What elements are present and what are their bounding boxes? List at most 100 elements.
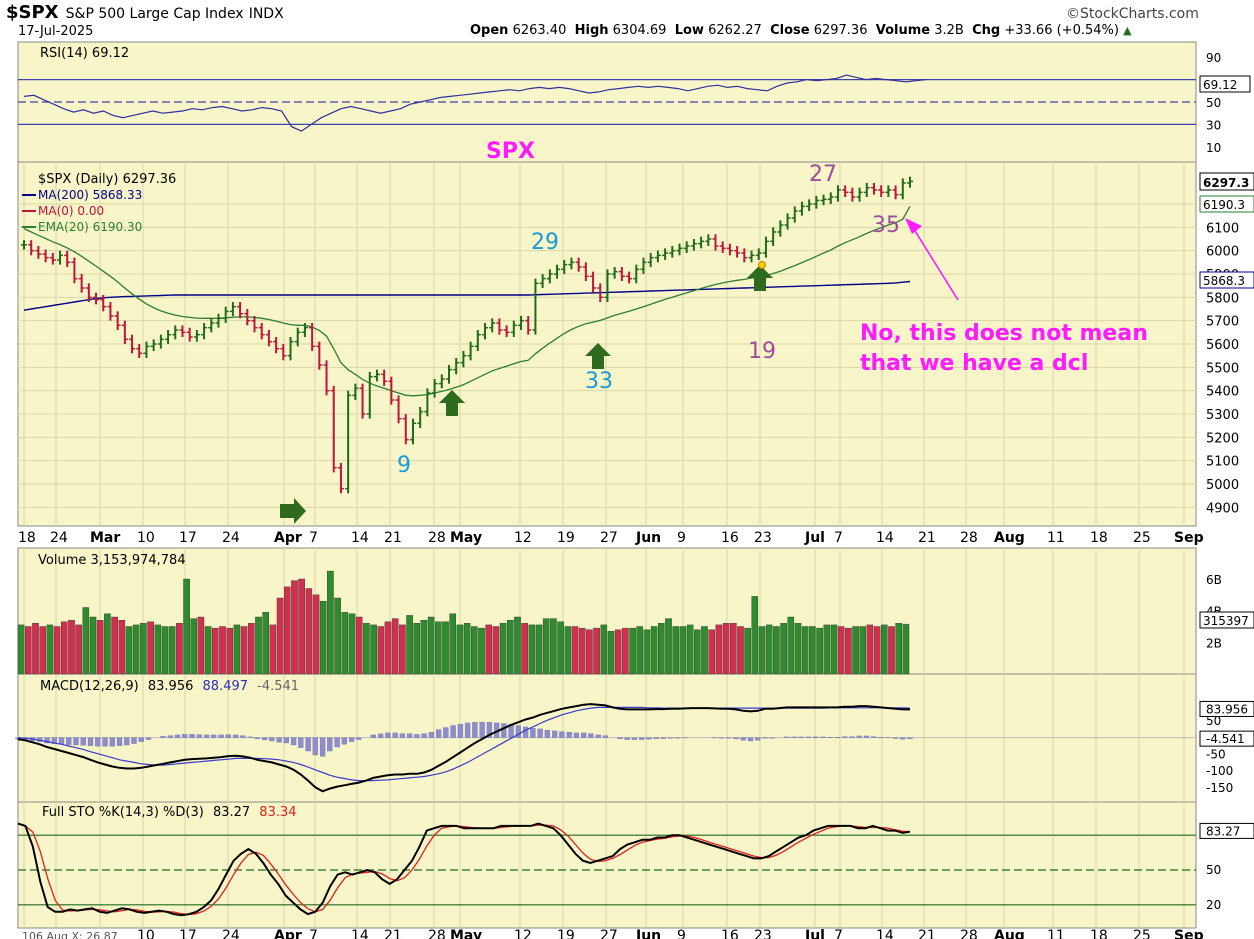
x-tick-label: 18 [1090, 530, 1108, 546]
volume-bar [873, 626, 881, 675]
volume-bar [542, 618, 550, 675]
volume-bar [823, 624, 831, 675]
stochastic-legend: Full STO %K(14,3) %D(3) 83.27 83.34 [42, 805, 297, 820]
volume-bar [183, 578, 190, 675]
brand-logo: ©StockCharts.com [1066, 6, 1199, 22]
volume-bar [449, 613, 457, 675]
volume-bar [435, 621, 442, 675]
macd-histogram-bar [602, 735, 609, 738]
bottom-x-tick-label: May [450, 928, 482, 939]
volume-bar [442, 621, 449, 675]
macd-histogram-bar [370, 734, 376, 738]
volume-bar [701, 626, 708, 675]
high-label: High [574, 23, 609, 38]
macd-plot [15, 703, 913, 793]
yellow-marker-dot [758, 261, 766, 269]
volume-bar [125, 626, 133, 675]
volume-bar [53, 626, 61, 675]
macd-y-tick: -150 [1206, 781, 1233, 795]
label-29: 29 [531, 230, 559, 255]
macd-histogram-bar [399, 733, 406, 738]
macd-histogram-bar [791, 736, 797, 738]
volume-bar [744, 627, 751, 675]
volume-bar [694, 629, 701, 675]
volume-bar [787, 616, 795, 675]
volume-bar [535, 624, 543, 675]
volume-bar [485, 624, 493, 675]
macd-histogram-bar [515, 725, 522, 738]
spx-annotation: SPX [486, 139, 535, 164]
price-series-label: $SPX (Daily) 6297.36 [38, 172, 176, 187]
volume-bar [665, 618, 672, 675]
volume-bar [586, 629, 593, 675]
up-arrow-icon: ▲ [1123, 24, 1132, 37]
sto-y-tick: 50 [1206, 863, 1221, 877]
macd-signal-legend-value: 88.497 [203, 679, 249, 694]
low-label: Low [674, 23, 704, 38]
volume-bar [881, 624, 888, 675]
macd-histogram-bar [544, 730, 551, 738]
macd-legend: MACD(12,26,9) 83.956 88.497 -4.541 [40, 679, 299, 694]
volume-bar [247, 623, 255, 675]
x-tick-label: 7 [834, 530, 843, 546]
volume-bar [751, 596, 759, 675]
macd-histogram-bar [189, 734, 195, 738]
volume-bar [104, 613, 111, 675]
price-y-tick: 5100 [1206, 455, 1239, 470]
open-value: 6263.40 [512, 23, 567, 38]
macd-histogram-bar [218, 734, 224, 738]
macd-histogram-bar [892, 737, 899, 739]
x-tick-label: May [450, 530, 482, 546]
macd-histogram-bar [138, 737, 144, 742]
volume-bar [89, 616, 97, 675]
volume-bar [478, 627, 485, 675]
volume-y-tick: 2B [1206, 636, 1222, 650]
macd-y-tick: 50 [1206, 714, 1221, 728]
bottom-x-tick-label: 28 [960, 928, 978, 939]
macd-histogram-bar [58, 737, 65, 745]
sto-y-tick: 83.27 [1206, 824, 1240, 838]
volume-bar [269, 624, 277, 675]
macd-histogram-bar [377, 733, 384, 738]
macd-y-tick: -100 [1206, 764, 1233, 778]
rsi-value-box [1199, 75, 1251, 93]
x-tick-label: 14 [876, 530, 894, 546]
label-33: 33 [585, 369, 613, 394]
price-y-tick: 5200 [1206, 431, 1239, 446]
stochastic-panel [17, 801, 1197, 929]
volume-bar [801, 626, 809, 675]
volume-bar [363, 623, 370, 675]
macd-histogram-bar [247, 736, 253, 738]
note-line-2: that we have a dcl [860, 351, 1088, 376]
macd-histogram-bar [747, 737, 754, 742]
close-label: Close [770, 23, 810, 38]
price-summary: Open 6263.40 High 6304.69 Low 6262.27 Cl… [470, 23, 1132, 38]
volume-bar [816, 627, 823, 675]
x-tick-label: 14 [351, 530, 369, 546]
volume-bar [550, 618, 557, 675]
ma0-legend: MA(0) 0.00 [38, 204, 104, 218]
label-27: 27 [809, 162, 837, 187]
volume-bar [492, 626, 500, 675]
macd-histogram-bar [254, 737, 260, 740]
bottom-x-tick-label: 24 [222, 928, 240, 939]
volume-bar [25, 626, 32, 675]
volume-bar [291, 580, 298, 675]
macd-histogram-bar [348, 737, 355, 742]
volume-bar [399, 624, 406, 675]
volume-bar [226, 627, 234, 675]
green-up-arrow-icon-may [585, 343, 611, 369]
macd-histogram-bar [646, 737, 652, 740]
x-tick-label: 27 [600, 530, 618, 546]
price-y-tick: 5600 [1206, 338, 1239, 353]
macd-histogram-bar [871, 736, 877, 738]
x-tick-label: 11 [1047, 530, 1065, 546]
volume-bar [161, 626, 169, 675]
volume-bar [61, 621, 68, 675]
volume-bar [528, 624, 536, 675]
macd-histogram-bar [762, 737, 768, 739]
bottom-left-label: 106 Aug X: 26.87 [22, 930, 118, 939]
macd-histogram-bar [849, 736, 855, 738]
macd-histogram-bar [820, 736, 826, 738]
volume-bar [46, 624, 54, 675]
